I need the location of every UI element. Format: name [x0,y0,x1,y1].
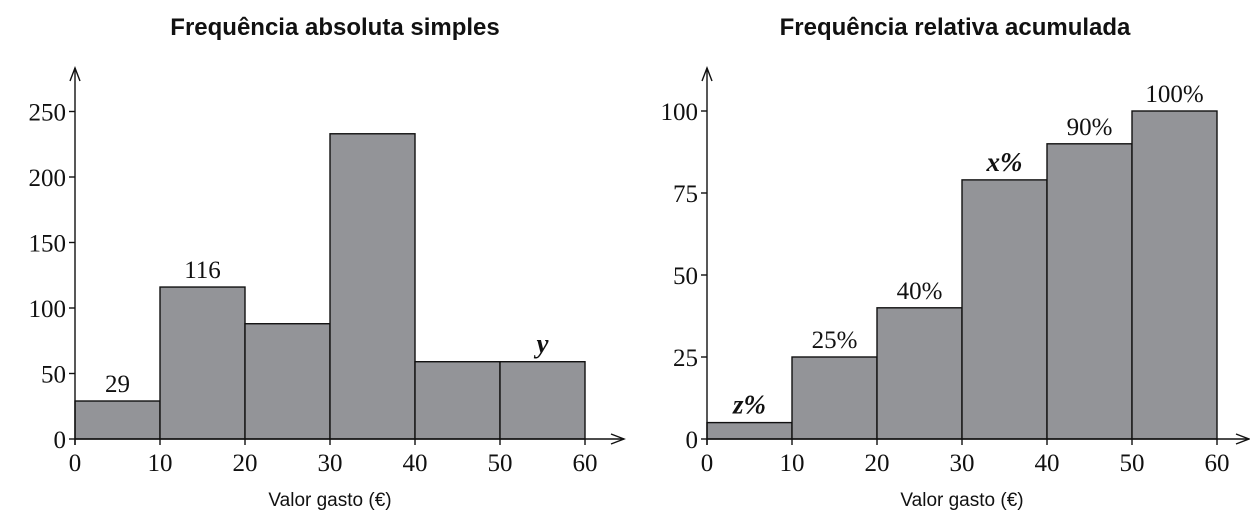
rel-y-tick-label-25: 25 [673,345,698,372]
abs-bar-label-1: 116 [184,257,221,284]
chart-title-relative: Frequência relativa acumulada [779,14,1131,41]
rel-bar-2 [876,307,963,440]
abs-y-tick-label-100: 100 [29,296,67,323]
rel-bar-label-3: x% [986,147,1023,177]
rel-x-tick-label-20: 20 [865,450,890,477]
abs-bar-3 [329,133,416,440]
rel-bar-label-0: z% [732,390,766,420]
rel-y-axis-arrow [701,66,713,82]
chart-title-absolute: Frequência absoluta simples [170,14,500,41]
rel-x-tick-label-40: 40 [1035,450,1060,477]
abs-x-tick-label-0: 0 [69,450,82,477]
abs-bar-4 [414,361,501,440]
abs-x-axis-arrow [610,433,626,445]
rel-bar-label-5: 100% [1145,81,1203,108]
abs-y-tick-label-250: 250 [29,100,67,127]
rel-bar-1 [791,356,878,440]
rel-x-tick-label-60: 60 [1205,450,1230,477]
rel-bar-5 [1131,110,1218,440]
rel-x-tick-label-10: 10 [780,450,805,477]
abs-x-tick-label-30: 30 [318,450,343,477]
abs-x-tick-label-60: 60 [573,450,598,477]
abs-bar-5 [499,361,586,440]
abs-y-axis-arrow [69,66,81,82]
abs-y-tick-label-50: 50 [41,362,66,389]
rel-bar-0 [706,421,793,440]
rel-y-tick-label-0: 0 [686,427,699,454]
rel-bar-4 [1046,143,1133,440]
abs-bar-0 [74,400,161,440]
abs-x-tick-label-20: 20 [233,450,258,477]
abs-x-axis-label: Valor gasto (€) [268,490,391,511]
abs-bar-label-0: 29 [105,371,130,398]
abs-x-tick-label-10: 10 [148,450,173,477]
rel-y-tick-label-100: 100 [661,99,699,126]
abs-bar-label-5: y [534,329,550,359]
rel-x-tick-label-30: 30 [950,450,975,477]
abs-y-tick-label-200: 200 [29,165,67,192]
rel-bar-label-2: 40% [897,278,943,305]
abs-y-tick-label-0: 0 [54,427,67,454]
rel-x-tick-label-50: 50 [1120,450,1145,477]
rel-bar-label-1: 25% [812,327,858,354]
abs-x-tick-label-50: 50 [488,450,513,477]
abs-x-tick-label-40: 40 [403,450,428,477]
rel-x-tick-label-0: 0 [701,450,714,477]
rel-y-tick-label-75: 75 [673,181,698,208]
rel-y-tick-label-50: 50 [673,263,698,290]
rel-x-axis-arrow [1235,433,1250,445]
abs-bar-2 [244,323,331,440]
rel-x-axis-label: Valor gasto (€) [900,490,1023,511]
rel-bar-label-4: 90% [1067,114,1113,141]
abs-bar-1 [159,286,246,440]
abs-y-tick-label-150: 150 [29,231,67,258]
rel-bar-3 [961,179,1048,440]
